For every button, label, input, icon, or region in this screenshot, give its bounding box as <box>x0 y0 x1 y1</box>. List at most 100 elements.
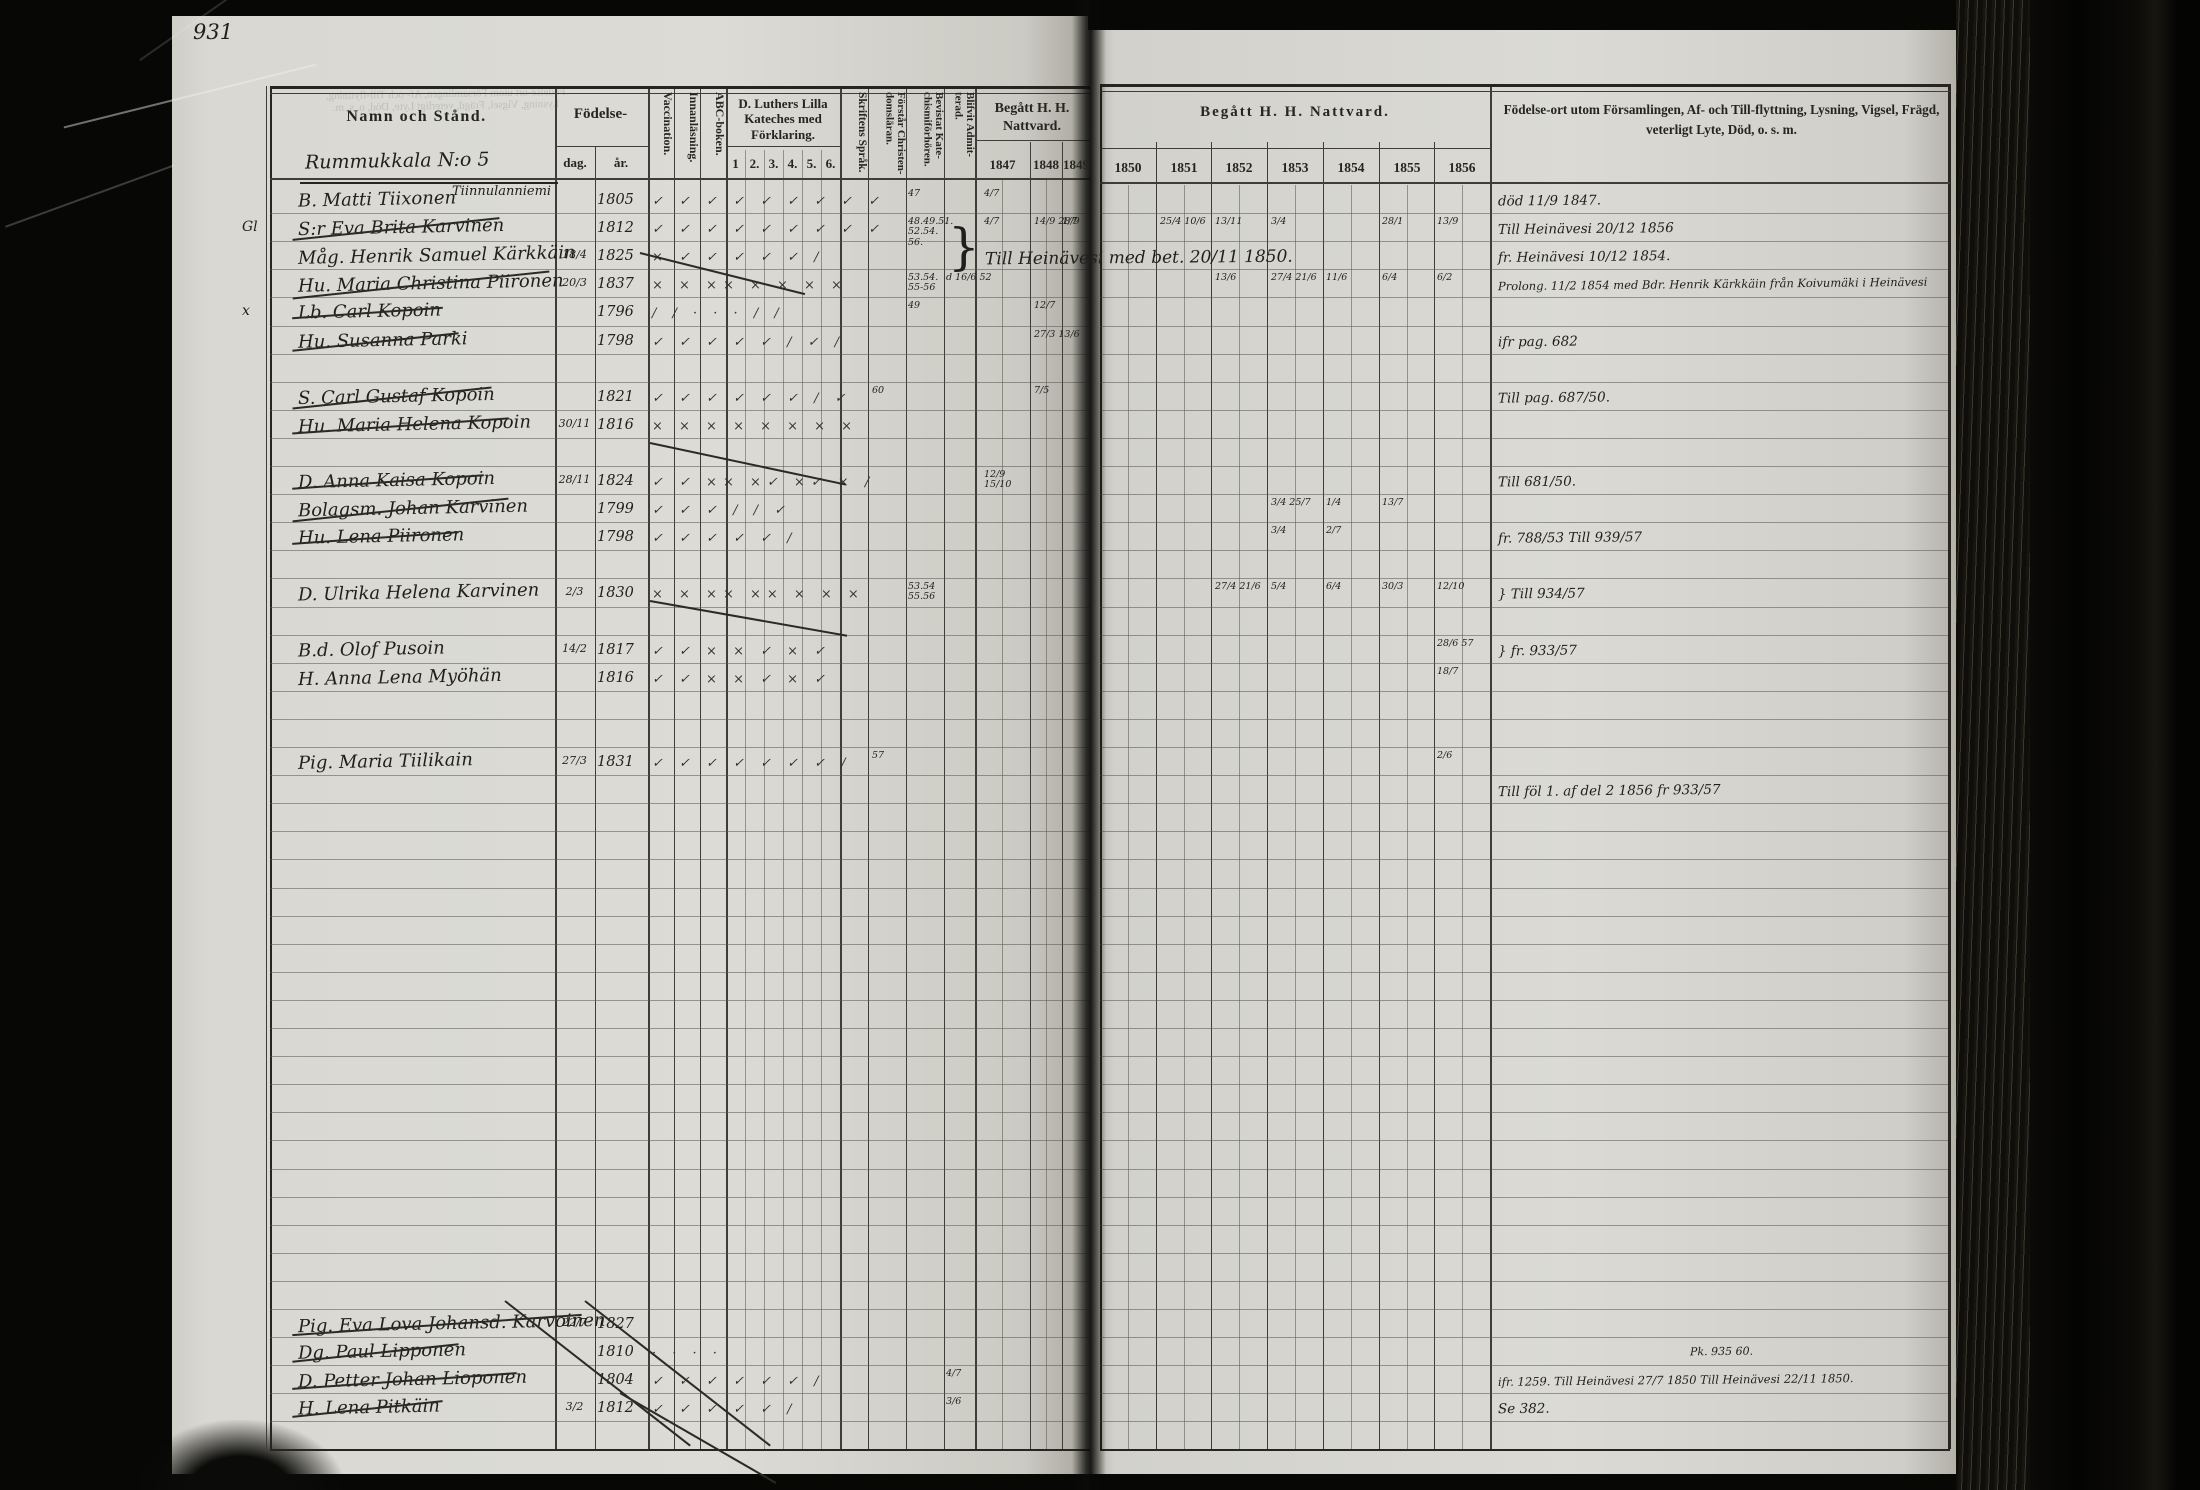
header-innanlasning: Innanläsning. <box>687 92 701 163</box>
table-line <box>270 269 1090 270</box>
remark-note: } fr. 933/57 <box>1497 642 1578 660</box>
table-line <box>1100 944 1948 945</box>
communion-date-note: 7/5 <box>1034 385 1050 396</box>
communion-date-note: 1/7 <box>1062 216 1078 227</box>
table-line <box>1379 142 1380 1449</box>
reading-marks: × ✓ ✓ ✓ ✓ ✓ / <box>652 250 825 265</box>
table-line <box>1100 1421 1948 1422</box>
table-line <box>1100 691 1948 692</box>
communion-date-note: 12/9 15/10 <box>984 469 1012 491</box>
table-line <box>270 93 1090 94</box>
birth-day-value: 2/3 <box>565 585 584 598</box>
communion-date-note: 13/9 <box>1437 216 1459 227</box>
communion-year-1855: 1855 <box>1393 160 1421 175</box>
table-line <box>270 1337 1090 1338</box>
table-line <box>1100 494 1948 495</box>
table-line <box>270 859 1090 860</box>
table-line <box>821 150 822 1449</box>
table-line <box>1100 1449 1950 1451</box>
table-line <box>270 1309 1090 1310</box>
communion-date-note: 13/11 <box>1215 216 1243 227</box>
header-bevistat-katechismiforhoren: Bevistat Kate- chismiförhören. <box>921 92 945 167</box>
table-line <box>270 297 1090 298</box>
communion-year-1848: 1848 <box>1033 157 1059 172</box>
table-line <box>270 916 1090 917</box>
table-line <box>1100 241 1948 242</box>
reading-marks: ✓ ✓ × × ✓ × ✓ <box>652 672 832 687</box>
table-line <box>270 1056 1090 1057</box>
table-line <box>270 354 1090 355</box>
header-skriftens-sprak: Skriftens Språk. <box>856 92 868 173</box>
table-line <box>1100 410 1948 411</box>
table-line <box>270 719 1090 720</box>
table-line <box>270 944 1090 945</box>
table-line <box>270 1140 1090 1141</box>
table-line <box>1100 916 1948 917</box>
table-line <box>1407 185 1408 1449</box>
table-line <box>300 182 558 184</box>
table-line <box>1100 382 1948 383</box>
section-subtitle: Tiinnulanniemi <box>452 184 552 199</box>
table-line <box>1128 185 1129 1449</box>
table-line <box>270 663 1090 664</box>
table-line <box>1100 972 1948 973</box>
reading-marks: ✓ ✓ ✓ ✓ ✓ ✓ / ✓ <box>652 391 852 406</box>
communion-date-note: d 16/6 52 <box>946 272 992 283</box>
table-line <box>270 1084 1090 1085</box>
table-line <box>1030 142 1031 1449</box>
header-communion-left: Begått H. H. Nattvard. <box>994 101 1070 135</box>
birth-year-value: 1804 <box>597 1372 634 1388</box>
communion-date-note: 13/6 <box>1215 272 1237 283</box>
table-line <box>270 747 1090 748</box>
communion-date-note: 5/4 <box>1271 581 1287 592</box>
reading-marks: · · · · <box>652 1346 723 1361</box>
communion-date-note: 11/6 <box>1326 272 1348 283</box>
header-abc-boken: ABC-boken. <box>713 92 727 156</box>
table-line <box>595 146 596 1449</box>
header-vaccination: Vaccination. <box>661 92 675 156</box>
birth-year-value: 1824 <box>597 473 634 489</box>
table-line <box>270 326 1090 327</box>
birth-year-value: 1799 <box>597 501 634 517</box>
table-line <box>1100 1365 1948 1366</box>
birth-year-value: 1830 <box>597 585 634 601</box>
table-line <box>1948 84 1951 1449</box>
table-line <box>1100 1309 1948 1310</box>
gutter-note: Till Heinävesi med bet. 20/11 1850. <box>984 246 1293 270</box>
communion-date-note: 4/7 <box>984 216 1000 227</box>
communion-date-note: 6/4 <box>1382 272 1398 283</box>
communion-date-note: 6/4 <box>1326 581 1342 592</box>
table-line <box>1100 663 1948 664</box>
communion-date-note: 57 <box>872 750 885 761</box>
table-line <box>1100 1000 1948 1001</box>
communion-date-note: 2/7 <box>1326 525 1342 536</box>
birth-year-value: 1817 <box>597 642 634 658</box>
table-line <box>1100 326 1948 327</box>
reading-marks: × × ×× × × × × <box>652 278 848 293</box>
table-line <box>1100 831 1948 832</box>
table-line <box>1184 185 1185 1449</box>
birth-day-value: 27/3 <box>562 754 587 767</box>
communion-year-1849: 1849 <box>1063 157 1089 172</box>
table-line <box>764 150 765 1449</box>
birth-year-value: 1812 <box>597 1400 634 1416</box>
table-line <box>270 466 1090 467</box>
table-line <box>1100 297 1948 298</box>
table-line <box>1100 84 1950 87</box>
table-line <box>1100 1225 1948 1226</box>
table-line <box>270 1253 1090 1254</box>
table-line <box>1100 91 1950 92</box>
birth-year-value: 1821 <box>597 389 634 405</box>
table-line <box>270 888 1090 889</box>
table-line <box>270 1225 1090 1226</box>
header-blifvit-admitterad: Blifvit Admit- terad. <box>952 92 976 158</box>
header-catechism-1: 1 <box>732 156 739 171</box>
communion-date-note: 53.54 55.56 <box>908 581 936 603</box>
table-line <box>270 803 1090 804</box>
table-line <box>1100 719 1948 720</box>
remark-note: ifr pag. 682 <box>1497 333 1578 351</box>
birth-year-value: 1837 <box>597 276 634 292</box>
header-catechism-4: 4. <box>787 156 798 171</box>
book-page-edges <box>1956 0 2030 1490</box>
